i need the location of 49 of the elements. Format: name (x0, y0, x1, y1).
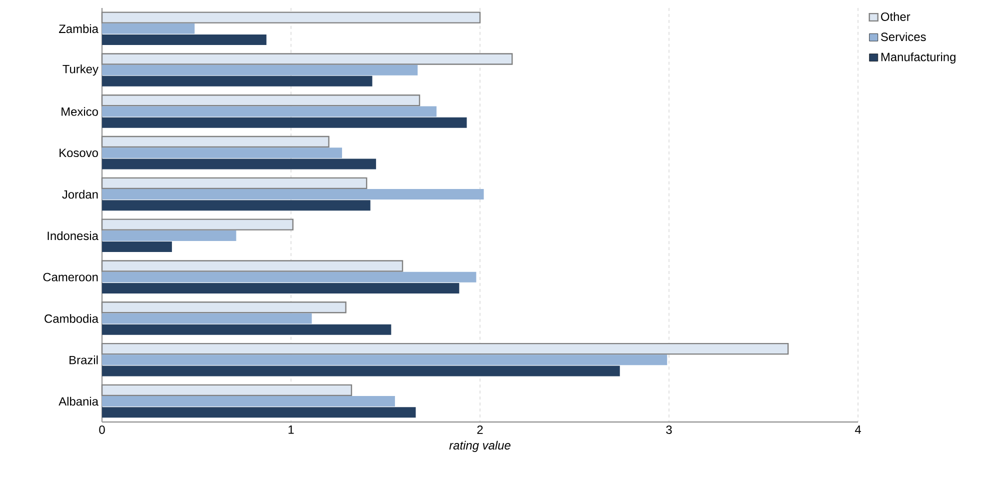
y-tick-label: Kosovo (60, 148, 98, 158)
bar (102, 242, 172, 252)
bar (101, 384, 352, 396)
bar (102, 189, 484, 200)
bar (102, 106, 437, 117)
bar (102, 272, 476, 282)
bar (101, 12, 481, 24)
x-tick-label: 3 (666, 426, 672, 434)
y-tick-label: Mexico (62, 107, 98, 116)
y-tick-label: Zambia (59, 24, 98, 34)
bar (101, 177, 368, 190)
bar (102, 34, 266, 46)
y-tick-label: Cambodia (44, 314, 98, 323)
bar (102, 117, 467, 128)
bar (101, 218, 294, 230)
bar (102, 200, 370, 211)
y-tick-label: Brazil (70, 356, 98, 364)
bar (102, 354, 668, 366)
bar (102, 407, 416, 418)
bar (102, 158, 376, 170)
bar (101, 136, 330, 148)
x-tick-label: 2 (477, 426, 483, 434)
bar (102, 324, 392, 335)
bar (102, 230, 236, 241)
bar (102, 366, 620, 376)
x-axis-title: rating value (449, 440, 510, 452)
bar (101, 53, 513, 65)
bar (102, 313, 312, 324)
y-tick-label: Jordan (62, 190, 98, 199)
bar (102, 396, 395, 407)
bar (101, 302, 346, 314)
bar (102, 64, 418, 76)
bar (101, 342, 789, 355)
bar (102, 282, 460, 294)
x-tick-label: 1 (288, 426, 294, 434)
legend-label: Services (880, 32, 926, 42)
y-tick-label: Turkey (62, 64, 98, 76)
y-tick-label: Cameroon (43, 272, 98, 282)
x-tick-label: 4 (854, 426, 861, 434)
y-tick-label: Indonesia (48, 231, 98, 240)
bar (102, 76, 372, 86)
bar (101, 94, 420, 106)
legend-label: Manufacturing (881, 52, 956, 64)
bar (102, 23, 195, 34)
bar (102, 148, 342, 158)
x-tick-label: 0 (99, 426, 105, 434)
bar (101, 260, 404, 272)
legend-label: Other (881, 12, 910, 21)
y-tick-label: Albania (58, 396, 98, 406)
